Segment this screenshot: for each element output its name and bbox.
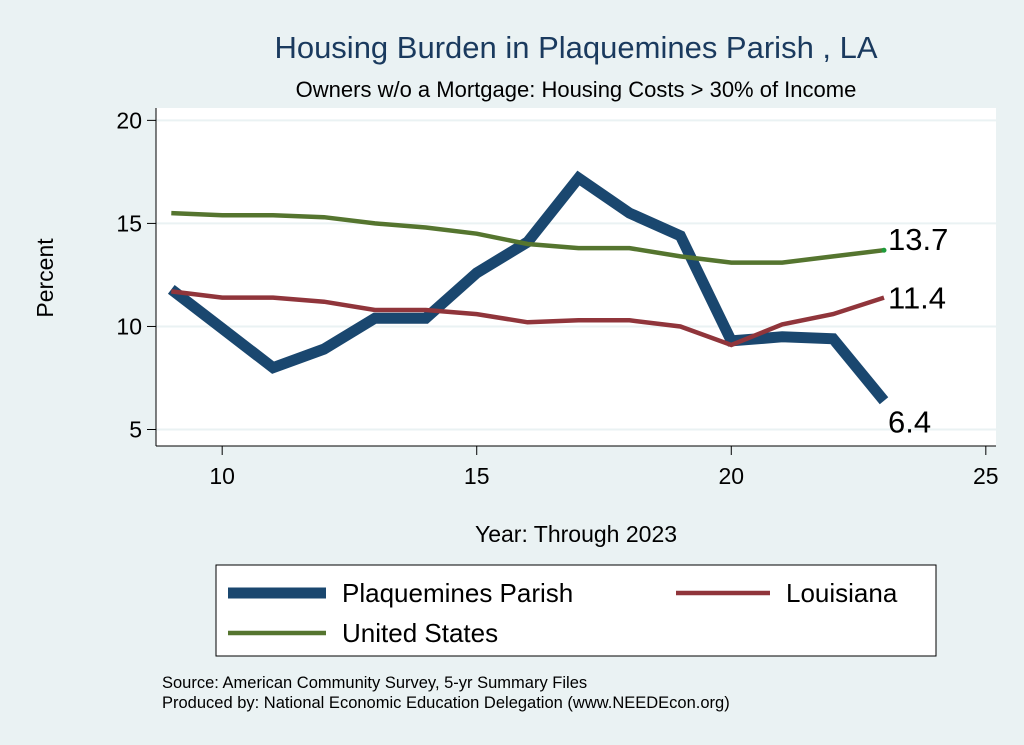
series-lines	[167, 170, 889, 405]
x-tick-label: 10	[209, 463, 235, 489]
end-label-plaquemines-parish: 6.4	[888, 405, 931, 440]
legend: Plaquemines Parish Louisiana United States	[228, 578, 898, 648]
series-line-louisiana	[171, 289, 885, 348]
y-axis-ticks: 5 10 15 20	[116, 107, 156, 443]
legend-label-plaquemines-parish: Plaquemines Parish	[342, 578, 573, 608]
x-axis-ticks: 10 15 20 25	[209, 446, 999, 489]
x-axis-label: Year: Through 2023	[475, 521, 677, 547]
x-tick-label: 15	[464, 463, 490, 489]
end-labels: 6.4 11.4 13.7	[888, 222, 948, 439]
chart-title: Housing Burden in Plaquemines Parish , L…	[274, 30, 877, 65]
plot-area	[156, 108, 996, 446]
series-end-marker	[881, 247, 887, 253]
y-axis-label: Percent	[32, 238, 58, 318]
x-tick-label: 25	[973, 463, 999, 489]
y-tick-label: 10	[116, 313, 142, 339]
source-note: Source: American Community Survey, 5-yr …	[162, 674, 587, 692]
y-tick-label: 20	[116, 107, 142, 133]
end-label-united-states: 13.7	[888, 222, 948, 257]
series-line-united-states	[171, 210, 885, 265]
legend-box	[215, 564, 937, 657]
y-tick-label: 5	[129, 417, 142, 443]
gridlines	[156, 119, 996, 431]
end-label-louisiana: 11.4	[888, 281, 946, 316]
y-tick-label: 15	[116, 210, 142, 236]
legend-label-louisiana: Louisiana	[786, 578, 898, 608]
x-tick-label: 20	[718, 463, 744, 489]
chart-subtitle: Owners w/o a Mortgage: Housing Costs > 3…	[296, 77, 857, 102]
producer-note: Produced by: National Economic Education…	[162, 694, 730, 712]
legend-label-united-states: United States	[342, 618, 498, 648]
